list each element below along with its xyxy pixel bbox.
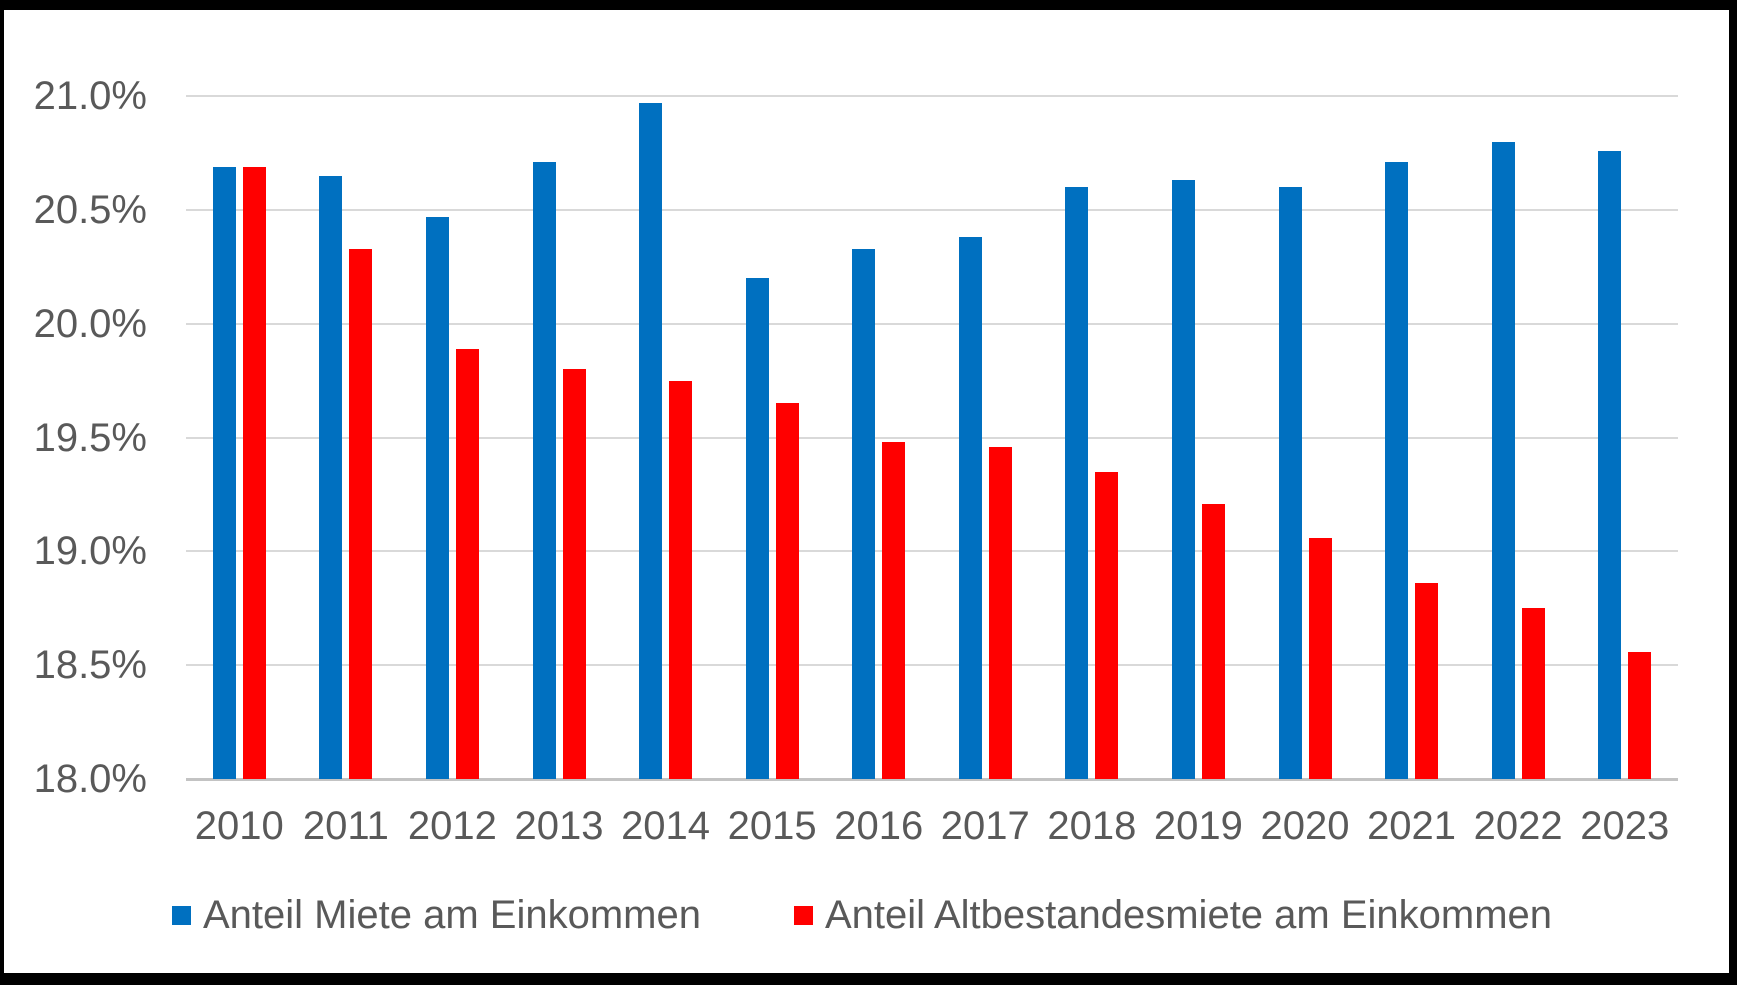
- bar-miete-2021: [1385, 162, 1409, 779]
- x-axis-label-2020: 2020: [1260, 804, 1350, 848]
- bar-altbestandsmiete-2016: [882, 442, 906, 779]
- bar-miete-2019: [1171, 180, 1195, 779]
- legend-item-altbestandsmiete: Anteil Altbestandesmiete am Einkommen: [794, 893, 1552, 937]
- bar-miete-2013: [532, 162, 556, 779]
- y-tick-label-20.0%: 20.0%: [33, 301, 147, 346]
- bar-miete-2020: [1278, 187, 1302, 779]
- legend-swatch-red-icon: [794, 905, 813, 925]
- bar-altbestandsmiete-2013: [562, 369, 586, 779]
- gridline-20.0%: [186, 322, 1678, 325]
- x-axis-label-2012: 2012: [407, 804, 497, 848]
- x-axis-label-2011: 2011: [302, 804, 389, 848]
- bar-altbestandsmiete-2018: [1095, 471, 1119, 779]
- bar-altbestandsmiete-2019: [1201, 503, 1225, 779]
- gridline-21.0%: [186, 95, 1678, 97]
- gridline-19.0%: [186, 550, 1678, 553]
- gridline-19.5%: [186, 436, 1678, 439]
- bar-altbestandsmiete-2023: [1628, 651, 1652, 779]
- x-axis-label-2017: 2017: [940, 804, 1030, 848]
- x-axis-label-2014: 2014: [621, 804, 711, 848]
- y-tick-label-18.5%: 18.5%: [33, 643, 147, 688]
- x-axis-label-2019: 2019: [1153, 804, 1243, 848]
- bar-miete-2012: [425, 216, 449, 779]
- legend-swatch-blue-icon: [172, 905, 191, 925]
- gridline-18.5%: [186, 664, 1678, 667]
- legend-label-altbestandsmiete: Anteil Altbestandesmiete am Einkommen: [825, 892, 1553, 937]
- bar-miete-2018: [1065, 187, 1089, 779]
- y-tick-label-19.0%: 19.0%: [33, 529, 147, 574]
- bar-miete-2023: [1598, 150, 1622, 779]
- gridline-20.5%: [186, 208, 1678, 211]
- bar-miete-2011: [319, 175, 343, 779]
- bar-altbestandsmiete-2017: [988, 446, 1012, 779]
- bar-altbestandsmiete-2011: [349, 248, 373, 779]
- y-tick-label-18.0%: 18.0%: [33, 757, 147, 801]
- legend-label-miete: Anteil Miete am Einkommen: [203, 892, 701, 937]
- x-axis-label-2023: 2023: [1580, 804, 1670, 848]
- x-axis-label-2015: 2015: [727, 804, 817, 848]
- bar-altbestandsmiete-2021: [1415, 583, 1439, 779]
- x-axis-label-2021: 2021: [1367, 804, 1457, 848]
- plot-area: [186, 95, 1678, 781]
- bar-miete-2014: [639, 102, 663, 779]
- y-tick-label-21.0%: 21.0%: [33, 74, 147, 118]
- gridline-18.0%: [186, 778, 1678, 781]
- x-axis-label-2013: 2013: [514, 804, 604, 848]
- x-axis-label-2022: 2022: [1473, 804, 1563, 848]
- bar-altbestandsmiete-2014: [669, 380, 693, 779]
- bar-altbestandsmiete-2020: [1308, 537, 1332, 779]
- bar-altbestandsmiete-2010: [242, 166, 266, 779]
- bar-altbestandsmiete-2022: [1521, 608, 1545, 779]
- bar-miete-2015: [745, 278, 769, 779]
- x-axis-label-2010: 2010: [194, 804, 284, 848]
- y-tick-label-19.5%: 19.5%: [33, 415, 147, 460]
- bar-altbestandsmiete-2015: [775, 403, 799, 779]
- bar-miete-2016: [852, 248, 876, 779]
- bar-altbestandsmiete-2012: [455, 348, 479, 779]
- bar-miete-2010: [212, 166, 236, 779]
- x-axis-label-2016: 2016: [834, 804, 924, 848]
- y-tick-label-20.5%: 20.5%: [33, 187, 147, 232]
- legend-item-miete: Anteil Miete am Einkommen: [172, 893, 701, 937]
- bar-miete-2022: [1491, 141, 1515, 779]
- bar-miete-2017: [958, 237, 982, 779]
- x-axis-label-2018: 2018: [1047, 804, 1137, 848]
